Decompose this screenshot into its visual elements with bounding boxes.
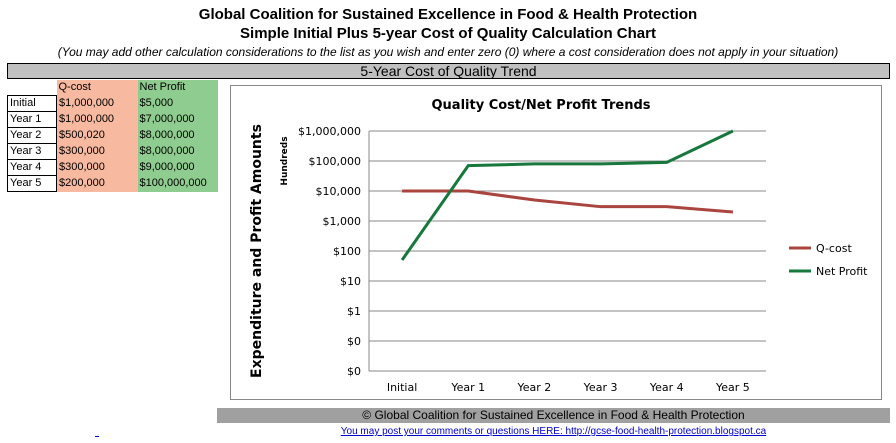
page-subtitle: Simple Initial Plus 5-year Cost of Quali… — [240, 25, 656, 42]
table-cell[interactable]: $100,000,000 — [137, 175, 218, 192]
x-tick-label: Year 2 — [517, 381, 552, 394]
y-tick-label: $10 — [340, 275, 361, 288]
table-cell[interactable]: Year 5 — [7, 175, 57, 192]
page-title: Global Coalition for Sustained Excellenc… — [198, 6, 698, 23]
table-cell[interactable]: $1,000,000 — [56, 111, 138, 128]
y-tick-label: $100,000 — [309, 155, 362, 168]
section-title: 5-Year Cost of Quality Trend — [7, 63, 890, 79]
line-chart: Quality Cost/Net Profit Trends $0 $0 $1 $10 $… — [249, 98, 868, 394]
table-row: Year 3 $300,000 $8,000,000 — [7, 143, 218, 160]
table-cell[interactable]: $5,000 — [137, 95, 218, 112]
underline-mark — [95, 436, 99, 437]
table-cell[interactable]: Year 4 — [7, 159, 57, 176]
series-line-1 — [400, 129, 734, 261]
table-cell[interactable]: Year 3 — [7, 143, 57, 160]
chart-area[interactable]: Quality Cost/Net Profit Trends $0 $0 $1 $10 $… — [230, 85, 882, 400]
table-cell[interactable]: $7,000,000 — [137, 111, 218, 128]
y-tick-label: $100 — [333, 245, 361, 258]
legend-label: Q-cost — [816, 242, 852, 255]
x-tick-label: Year 4 — [649, 381, 684, 394]
y-tick-label: $1,000,000 — [298, 125, 361, 138]
y-tick-label: $0 — [347, 335, 361, 348]
table-cell[interactable]: $8,000,000 — [137, 127, 218, 144]
y-tick-label: $1 — [347, 305, 361, 318]
table-cell[interactable]: $8,000,000 — [137, 143, 218, 160]
legend-label: Net Profit — [816, 265, 868, 278]
table-cell[interactable]: Initial — [7, 95, 57, 112]
x-tick-label: Year 1 — [450, 381, 485, 394]
chart-title: Quality Cost/Net Profit Trends — [431, 98, 650, 113]
table-cell[interactable] — [8, 80, 57, 96]
table-cell[interactable]: $200,000 — [56, 175, 138, 192]
data-table: Q-cost Net Profit Initial $1,000,000 $5,00… — [7, 80, 218, 192]
table-row: Year 1 $1,000,000 $7,000,000 — [7, 111, 218, 128]
instructions-note: (You may add other calculation considera… — [57, 45, 839, 59]
table-row: Initial $1,000,000 $5,000 — [7, 95, 218, 112]
y-tick-label: $10,000 — [316, 185, 362, 198]
y-axis-label: Expenditure and Profit Amounts — [249, 124, 265, 378]
y-tick-label: $0 — [347, 365, 361, 378]
x-tick-label: Initial — [387, 381, 417, 394]
table-header-row: Q-cost Net Profit — [8, 80, 218, 96]
table-cell[interactable]: $1,000,000 — [56, 95, 138, 112]
table-cell[interactable]: $500,020 — [56, 127, 138, 144]
table-cell[interactable]: Year 2 — [7, 127, 57, 144]
x-tick-label: Year 5 — [715, 381, 750, 394]
series-line-0 — [402, 189, 734, 214]
y-tick-label: $1,000 — [323, 215, 362, 228]
table-cell[interactable]: $9,000,000 — [137, 159, 218, 176]
comments-link[interactable]: You may post your comments or questions … — [340, 426, 767, 437]
y-unit-label: Hundreds — [280, 136, 290, 185]
x-tick-label: Year 3 — [583, 381, 618, 394]
footer-copyright: © Global Coalition for Sustained Excelle… — [217, 408, 890, 423]
table-cell[interactable]: $300,000 — [56, 159, 138, 176]
table-row: Year 4 $300,000 $9,000,000 — [7, 159, 218, 176]
table-header-netprofit[interactable]: Net Profit — [137, 80, 218, 96]
table-cell[interactable]: Year 1 — [7, 111, 57, 128]
table-row: Year 2 $500,020 $8,000,000 — [7, 127, 218, 144]
table-cell[interactable]: $300,000 — [56, 143, 138, 160]
table-header-qcost[interactable]: Q-cost — [56, 80, 138, 96]
table-row: Year 5 $200,000 $100,000,000 — [7, 175, 218, 192]
